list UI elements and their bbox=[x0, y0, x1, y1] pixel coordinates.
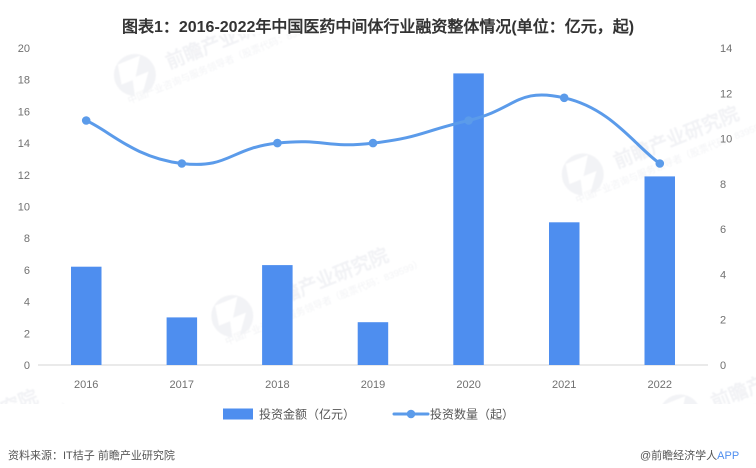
svg-text:2019: 2019 bbox=[361, 379, 385, 391]
svg-text:10: 10 bbox=[720, 134, 732, 146]
svg-text:@前瞻经济学人APP: @前瞻经济学人APP bbox=[640, 448, 739, 462]
svg-text:14: 14 bbox=[18, 138, 30, 150]
svg-text:8: 8 bbox=[24, 233, 30, 245]
svg-text:20: 20 bbox=[18, 43, 30, 55]
svg-text:2021: 2021 bbox=[552, 379, 576, 391]
svg-text:2: 2 bbox=[24, 328, 30, 340]
svg-text:0: 0 bbox=[24, 360, 30, 372]
svg-text:投资数量（起）: 投资数量（起） bbox=[430, 407, 514, 422]
svg-text:4: 4 bbox=[720, 269, 726, 281]
svg-text:16: 16 bbox=[18, 106, 30, 118]
svg-text:2: 2 bbox=[720, 315, 726, 327]
svg-text:14: 14 bbox=[720, 43, 732, 55]
svg-text:2022: 2022 bbox=[648, 379, 672, 391]
svg-text:资料来源：IT桔子 前瞻产业研究院: 资料来源：IT桔子 前瞻产业研究院 bbox=[8, 448, 175, 462]
svg-text:2016: 2016 bbox=[74, 379, 98, 391]
svg-text:2017: 2017 bbox=[170, 379, 194, 391]
svg-text:2018: 2018 bbox=[265, 379, 289, 391]
svg-text:12: 12 bbox=[720, 88, 732, 100]
svg-text:8: 8 bbox=[720, 179, 726, 191]
svg-text:投资金额（亿元）: 投资金额（亿元） bbox=[259, 407, 355, 422]
svg-text:0: 0 bbox=[720, 360, 726, 372]
svg-text:4: 4 bbox=[24, 297, 30, 309]
svg-text:18: 18 bbox=[18, 75, 30, 87]
svg-text:2020: 2020 bbox=[456, 379, 480, 391]
svg-text:6: 6 bbox=[24, 265, 30, 277]
svg-text:12: 12 bbox=[18, 170, 30, 182]
svg-text:10: 10 bbox=[18, 202, 30, 214]
svg-text:6: 6 bbox=[720, 224, 726, 236]
